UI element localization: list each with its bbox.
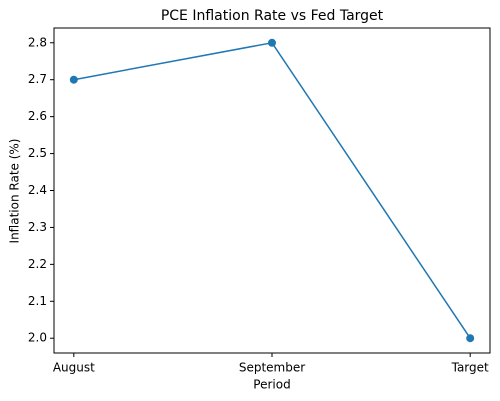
y-tick-label: 2.4 (28, 183, 47, 197)
line (73, 41, 471, 339)
y-tick-label: 2.8 (28, 35, 47, 49)
y-tick-label: 2.5 (28, 146, 47, 160)
x-tick-label: Target (451, 361, 489, 375)
y-tick-label: 2.0 (28, 331, 47, 345)
y-tick-label: 2.1 (28, 294, 47, 308)
marker (466, 334, 475, 343)
marker (69, 75, 78, 84)
y-tick-label: 2.7 (28, 72, 47, 86)
x-tick-label: August (53, 361, 95, 375)
marker (268, 38, 276, 47)
y-tick-label: 2.3 (28, 220, 47, 234)
x-tick-label: September (239, 361, 305, 375)
y-tick-label: 2.2 (28, 257, 47, 271)
y-tick-label: 2.6 (28, 109, 47, 123)
chart-title: PCE Inflation Rate vs Fed Target (161, 8, 384, 24)
plot-frame (53, 27, 491, 354)
x-axis-label: Period (253, 378, 290, 392)
y-axis-label: Inflation Rate (%) (8, 139, 22, 244)
